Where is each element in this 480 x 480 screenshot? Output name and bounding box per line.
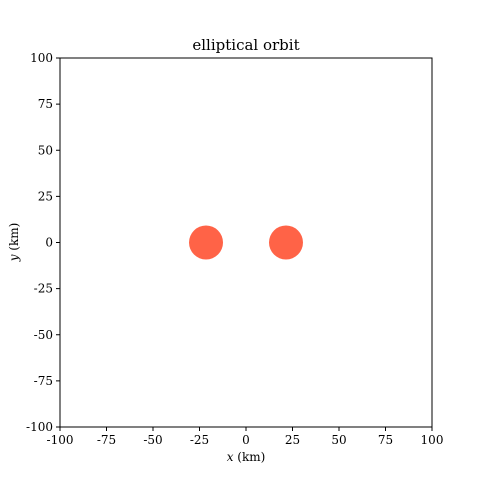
chart-title: elliptical orbit <box>192 36 299 54</box>
y-tick-label: -75 <box>34 374 53 388</box>
y-axis-label: y (km) <box>7 223 21 263</box>
data-point-2 <box>268 225 303 260</box>
x-tick-label: -25 <box>190 433 209 447</box>
y-tick-label: 0 <box>45 236 53 250</box>
data-point-1 <box>189 225 224 260</box>
x-tick-label: 50 <box>331 433 346 447</box>
x-axis-ticks: -100 -75 -50 -25 0 25 50 75 100 <box>47 427 444 447</box>
y-axis-label-variable: y <box>7 254 21 262</box>
x-tick-label: -100 <box>47 433 74 447</box>
x-tick-label: 75 <box>378 433 393 447</box>
y-tick-label: -100 <box>26 420 53 434</box>
x-axis-label-variable: x <box>227 450 234 464</box>
y-tick-label: 50 <box>38 143 53 157</box>
y-tick-label: -50 <box>34 328 53 342</box>
data-points <box>189 225 303 260</box>
y-tick-label: 25 <box>38 189 53 203</box>
y-axis-label-unit: (km) <box>7 223 21 255</box>
x-tick-label: -50 <box>143 433 162 447</box>
y-tick-label: -25 <box>34 282 53 296</box>
y-tick-label: 100 <box>30 51 53 65</box>
x-axis-label: x (km) <box>227 450 266 464</box>
y-tick-label: 75 <box>38 97 53 111</box>
x-axis-label-unit: (km) <box>233 450 265 464</box>
plot-area-frame <box>59 57 433 428</box>
x-tick-label: 0 <box>242 433 250 447</box>
y-axis-ticks: -100 -75 -50 -25 0 25 50 75 100 <box>26 51 60 434</box>
x-tick-label: 25 <box>285 433 300 447</box>
x-tick-label: -75 <box>97 433 116 447</box>
x-tick-label: 100 <box>421 433 444 447</box>
